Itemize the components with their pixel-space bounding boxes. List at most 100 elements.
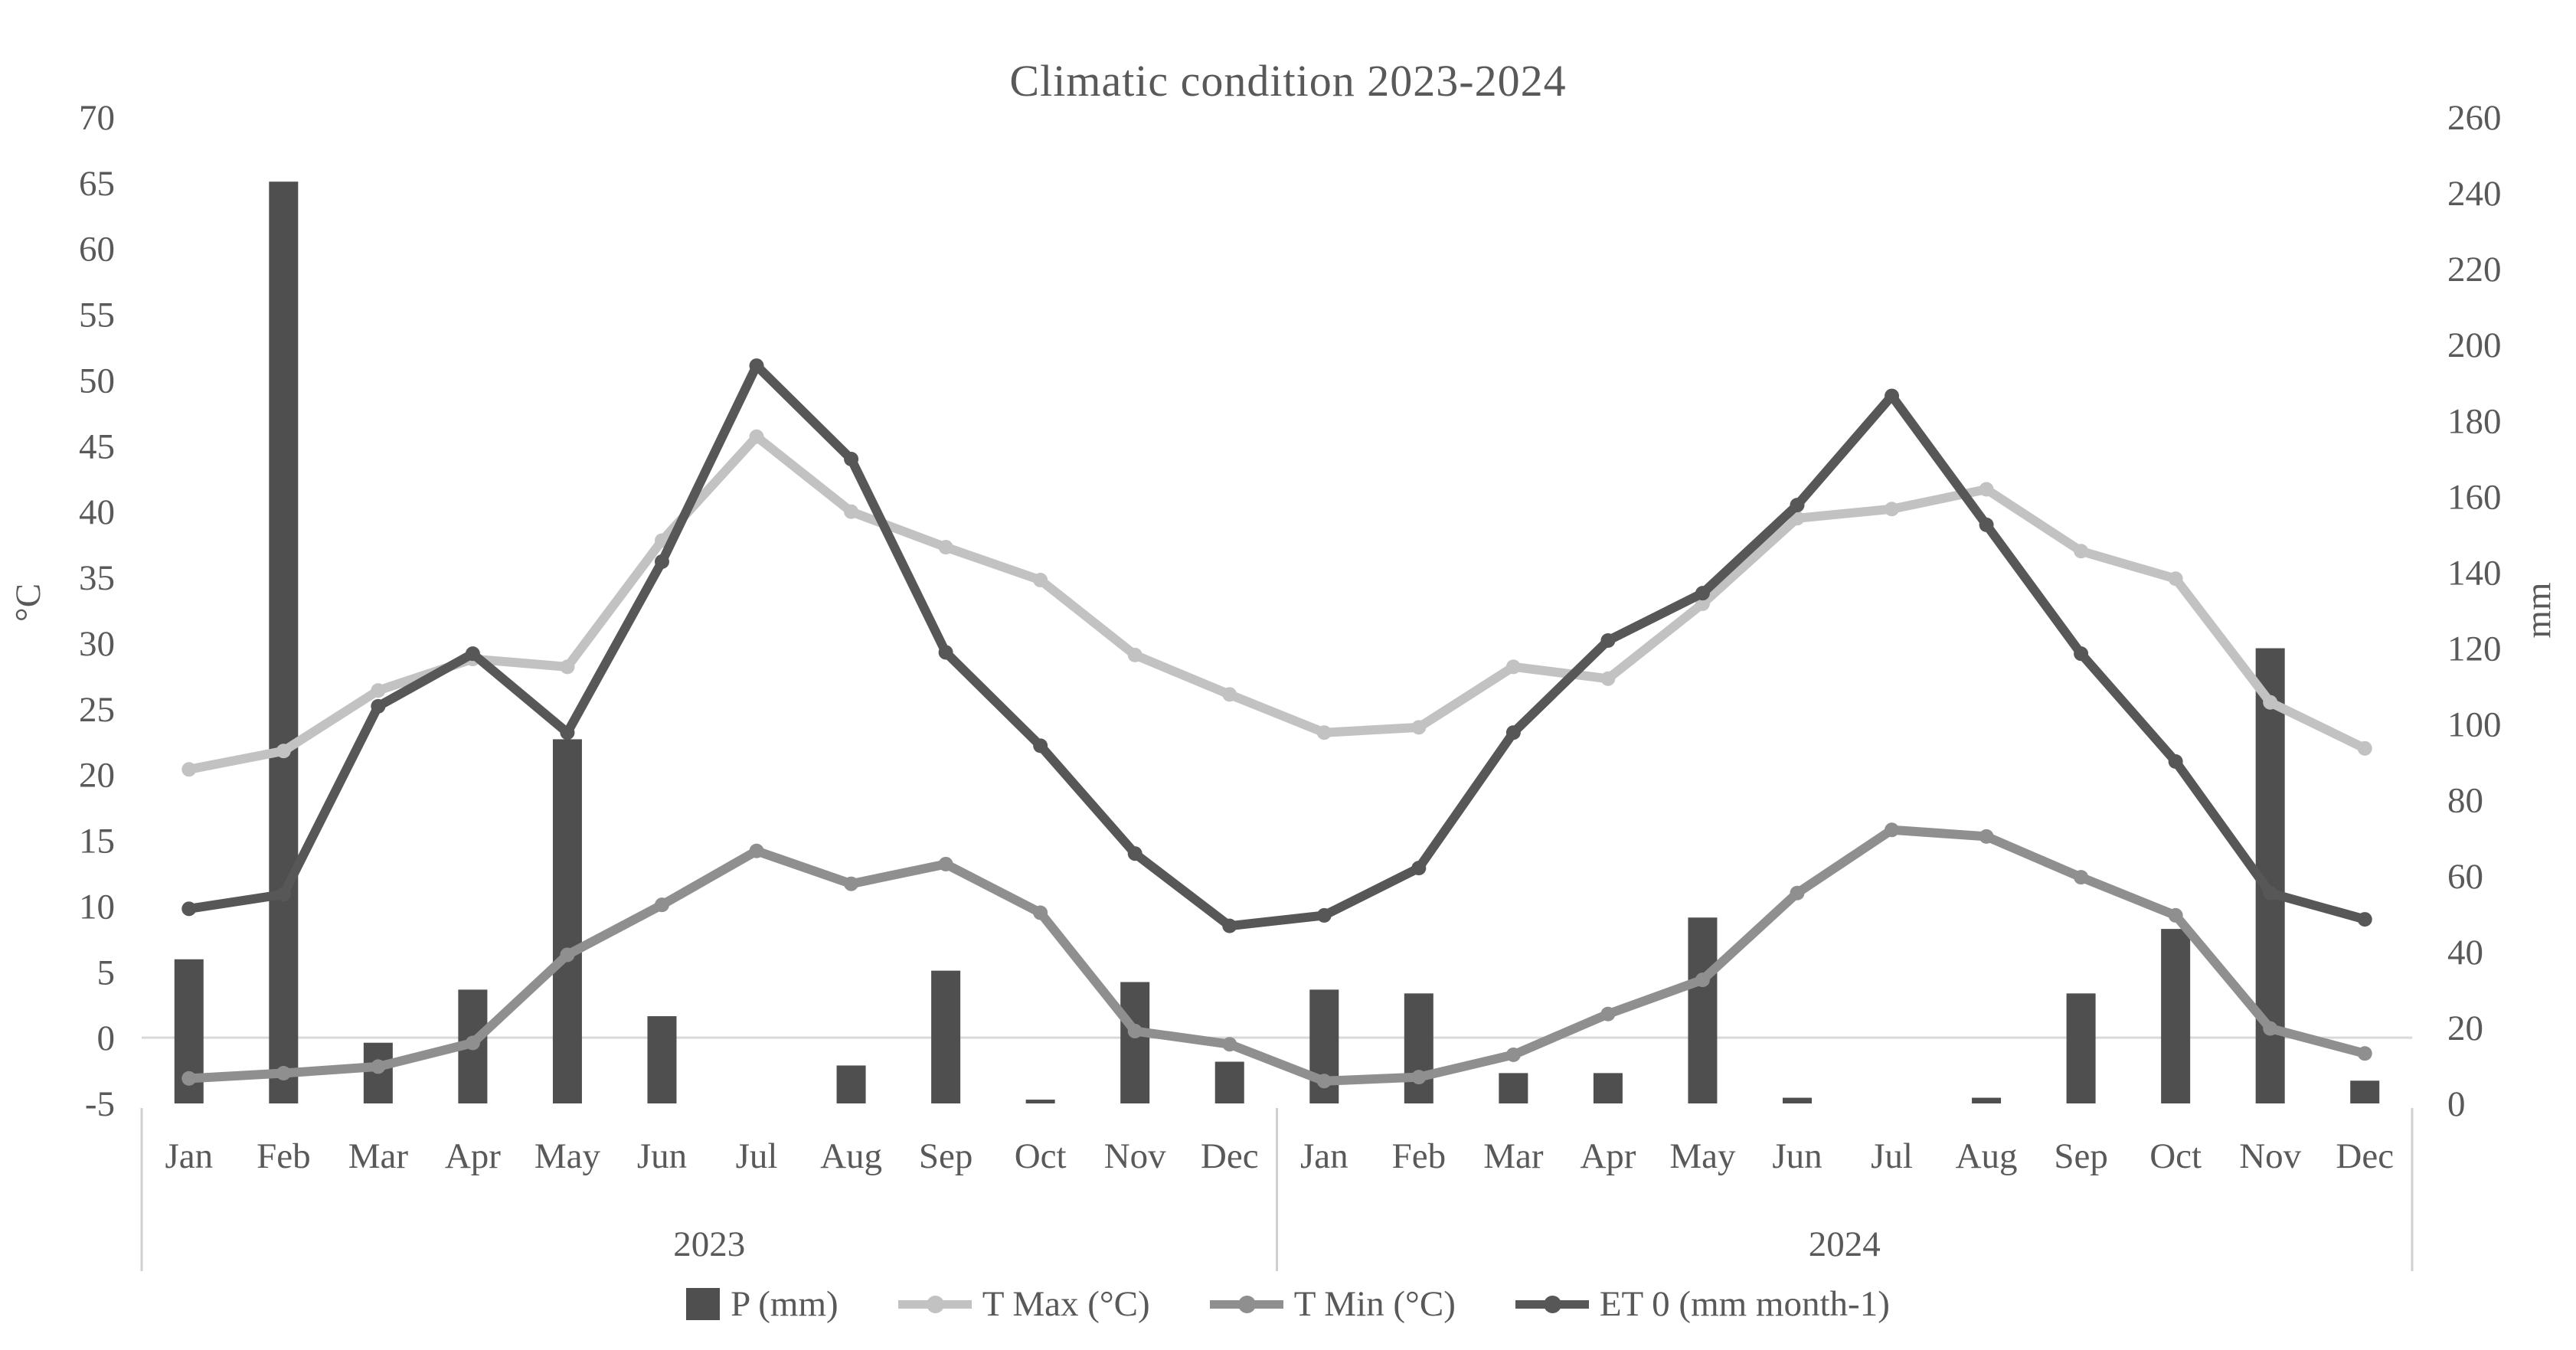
marker-TMinC bbox=[1600, 1006, 1616, 1021]
month-tick-label: Oct bbox=[2149, 1136, 2202, 1176]
marker-TMinC bbox=[844, 876, 859, 891]
month-tick-label: Jul bbox=[736, 1136, 778, 1176]
right-axis-tick-label: 240 bbox=[2447, 174, 2502, 214]
marker-ET0mmmonth1 bbox=[560, 725, 575, 740]
marker-TMinC bbox=[1316, 1074, 1332, 1089]
marker-TMaxC bbox=[1033, 573, 1048, 588]
marker-ET0mmmonth1 bbox=[371, 698, 386, 714]
marker-ET0mmmonth1 bbox=[465, 646, 480, 662]
marker-ET0mmmonth1 bbox=[654, 554, 669, 569]
marker-TMinC bbox=[938, 856, 953, 871]
right-axis-tick-label: 60 bbox=[2447, 857, 2483, 897]
marker-TMaxC bbox=[1600, 671, 1616, 686]
month-tick-label: Oct bbox=[1015, 1136, 1067, 1176]
marker-ET0mmmonth1 bbox=[844, 452, 859, 467]
marker-TMaxC bbox=[371, 683, 386, 698]
left-axis-tick-label: 40 bbox=[79, 492, 115, 532]
chart-legend: P (mm) T Max (°C) T Min (°C) ET 0 (mm month… bbox=[0, 1283, 2576, 1325]
right-axis-tick-label: 180 bbox=[2447, 401, 2502, 441]
marker-TMinC bbox=[2074, 870, 2089, 885]
marker-ET0mmmonth1 bbox=[1316, 907, 1332, 923]
left-axis-tick-label: 15 bbox=[79, 822, 115, 861]
legend-item-pmm: P (mm) bbox=[686, 1283, 839, 1325]
bar-Pmm bbox=[1782, 1097, 1812, 1103]
year-tick-label: 2024 bbox=[1809, 1224, 1881, 1264]
month-tick-label: Mar bbox=[348, 1136, 409, 1176]
bar-Pmm bbox=[1214, 1061, 1244, 1103]
left-axis-tick-label: 35 bbox=[79, 558, 115, 598]
marker-ET0mmmonth1 bbox=[1411, 861, 1427, 876]
marker-TMaxC bbox=[276, 744, 291, 759]
marker-ET0mmmonth1 bbox=[2357, 912, 2372, 927]
marker-TMaxC bbox=[1127, 647, 1143, 662]
bar-Pmm bbox=[552, 739, 582, 1103]
month-tick-label: Jul bbox=[1871, 1136, 1913, 1176]
marker-TMinC bbox=[1695, 972, 1710, 988]
marker-TMinC bbox=[2168, 907, 2183, 923]
left-axis-tick-label: 65 bbox=[79, 164, 115, 204]
marker-TMinC bbox=[749, 843, 764, 858]
marker-TMinC bbox=[371, 1059, 386, 1074]
legend-item-tminc: T Min (°C) bbox=[1209, 1283, 1456, 1325]
legend-bar-swatch-icon bbox=[686, 1288, 721, 1320]
legend-line-swatch-icon bbox=[1515, 1288, 1589, 1320]
marker-TMaxC bbox=[2357, 740, 2372, 756]
month-tick-label: Feb bbox=[1392, 1136, 1447, 1176]
marker-ET0mmmonth1 bbox=[1790, 498, 1805, 513]
marker-TMaxC bbox=[1411, 720, 1427, 735]
right-axis-tick-label: 20 bbox=[2447, 1008, 2483, 1048]
right-axis-tick-label: 260 bbox=[2447, 98, 2502, 138]
right-axis-tick-label: 40 bbox=[2447, 933, 2483, 972]
marker-ET0mmmonth1 bbox=[1033, 738, 1048, 753]
bar-Pmm bbox=[1972, 1097, 2002, 1103]
bar-Pmm bbox=[1593, 1073, 1623, 1103]
marker-TMinC bbox=[1885, 822, 1900, 838]
left-axis-tick-label: 60 bbox=[79, 230, 115, 270]
month-tick-label: May bbox=[534, 1136, 601, 1176]
marker-TMinC bbox=[276, 1066, 291, 1081]
marker-ET0mmmonth1 bbox=[2168, 753, 2183, 769]
month-tick-label: Dec bbox=[1201, 1136, 1259, 1176]
month-tick-label: Jan bbox=[165, 1136, 213, 1176]
marker-ET0mmmonth1 bbox=[2263, 885, 2278, 901]
month-tick-label: Feb bbox=[257, 1136, 311, 1176]
left-axis-tick-label: 30 bbox=[79, 624, 115, 664]
bar-Pmm bbox=[2161, 929, 2191, 1103]
marker-TMaxC bbox=[1505, 659, 1521, 675]
legend-label: T Max (°C) bbox=[982, 1284, 1150, 1324]
marker-TMaxC bbox=[1222, 687, 1237, 702]
month-tick-label: Jun bbox=[637, 1136, 687, 1176]
month-tick-label: Apr bbox=[1580, 1136, 1636, 1176]
marker-TMinC bbox=[181, 1071, 197, 1086]
marker-ET0mmmonth1 bbox=[181, 901, 197, 917]
month-tick-label: Aug bbox=[1956, 1136, 2018, 1176]
right-axis-tick-label: 0 bbox=[2447, 1084, 2466, 1124]
marker-ET0mmmonth1 bbox=[938, 645, 953, 660]
marker-TMinC bbox=[1033, 905, 1048, 920]
legend-label: P (mm) bbox=[731, 1284, 839, 1324]
bar-Pmm bbox=[269, 181, 299, 1104]
right-axis-tick-label: 140 bbox=[2447, 553, 2502, 593]
legend-line-swatch-icon bbox=[1209, 1288, 1283, 1320]
marker-TMaxC bbox=[560, 659, 575, 675]
marker-ET0mmmonth1 bbox=[1222, 918, 1237, 933]
marker-TMaxC bbox=[749, 429, 764, 444]
marker-TMinC bbox=[2357, 1046, 2372, 1061]
marker-ET0mmmonth1 bbox=[2074, 646, 2089, 662]
month-tick-label: Aug bbox=[820, 1136, 882, 1176]
line-TMinC bbox=[184, 825, 2370, 1086]
right-axis-tick-label: 220 bbox=[2447, 250, 2502, 289]
right-axis-title: mm bbox=[2519, 582, 2558, 638]
left-axis-tick-label: 50 bbox=[79, 361, 115, 400]
marker-TMaxC bbox=[1316, 725, 1332, 740]
left-axis-tick-label: 10 bbox=[79, 887, 115, 927]
month-tick-label: Mar bbox=[1483, 1136, 1544, 1176]
legend-label: ET 0 (mm month-1) bbox=[1599, 1284, 1890, 1324]
legend-item-et0mmmonth1: ET 0 (mm month-1) bbox=[1515, 1283, 1890, 1325]
right-axis-tick-label: 80 bbox=[2447, 781, 2483, 821]
month-tick-label: Nov bbox=[2239, 1136, 2301, 1176]
left-axis-tick-label: 5 bbox=[97, 953, 116, 992]
month-tick-label: Jun bbox=[1772, 1136, 1822, 1176]
left-axis-tick-label: 0 bbox=[97, 1018, 116, 1058]
bar-Pmm bbox=[1120, 982, 1150, 1103]
